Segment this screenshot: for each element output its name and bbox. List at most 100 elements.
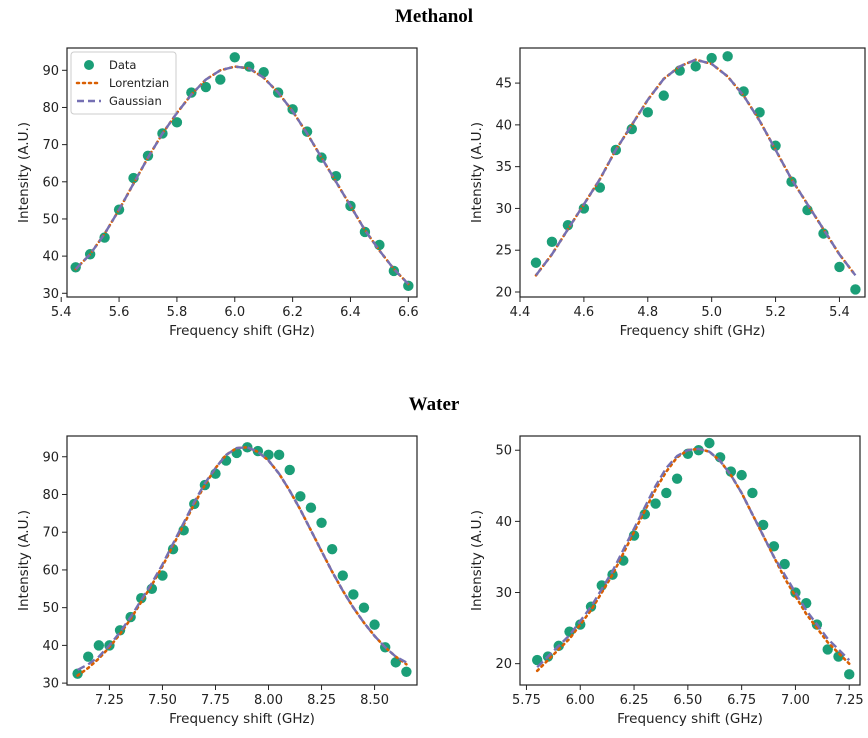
data-point <box>401 666 412 677</box>
data-point <box>642 107 653 118</box>
data-point <box>530 257 542 268</box>
legend-label-gaussian: Gaussian <box>109 94 162 108</box>
x-tick-label: 6.25 <box>620 693 649 708</box>
x-tick-label: 7.25 <box>835 693 864 708</box>
x-tick-label: 8.50 <box>360 693 389 708</box>
y-axis-label: Intensity (A.U.) <box>469 122 485 223</box>
y-tick-label: 30 <box>42 677 59 692</box>
y-tick-label: 80 <box>42 488 59 503</box>
plot-frame <box>66 435 418 686</box>
y-tick-label: 40 <box>42 639 59 654</box>
plot-frame <box>519 47 866 298</box>
y-tick-label: 60 <box>42 175 59 190</box>
data-point <box>305 502 317 513</box>
x-tick-label: 5.75 <box>512 693 541 708</box>
legend-box <box>70 51 177 115</box>
y-axis-label: Intensity (A.U.) <box>16 510 32 611</box>
x-tick-label: 7.75 <box>201 693 230 708</box>
y-tick-label: 50 <box>42 601 59 616</box>
data-point <box>229 52 240 63</box>
data-point <box>546 236 558 248</box>
x-tick-label: 6.0 <box>224 305 245 320</box>
x-tick-label: 6.50 <box>673 693 702 708</box>
data-point <box>337 570 348 581</box>
x-axis-label: Frequency shift (GHz) <box>620 323 766 339</box>
data-point <box>369 619 380 630</box>
y-tick-label: 40 <box>495 515 512 530</box>
data-point <box>348 589 359 600</box>
data-point <box>215 74 226 85</box>
x-tick-label: 6.6 <box>398 305 419 320</box>
y-tick-label: 30 <box>495 202 512 217</box>
y-tick-label: 45 <box>495 77 512 92</box>
x-tick-label: 4.8 <box>637 305 658 320</box>
data-point <box>693 445 704 456</box>
data-point <box>650 498 661 509</box>
data-point <box>690 61 701 72</box>
plot-frame <box>66 47 418 298</box>
x-tick-label: 7.25 <box>95 693 124 708</box>
gaussian-fit-line <box>535 58 857 277</box>
y-axis-label: Intensity (A.U.) <box>469 510 485 611</box>
data-point <box>316 517 327 528</box>
y-tick-label: 25 <box>495 244 512 259</box>
y-tick-label: 30 <box>495 586 512 601</box>
data-point <box>754 107 765 118</box>
data-point <box>93 640 105 651</box>
x-axis-label: Frequency shift (GHz) <box>617 711 763 727</box>
x-tick-label: 8.00 <box>254 693 283 708</box>
data-point <box>242 442 253 453</box>
y-tick-label: 90 <box>42 64 59 79</box>
data-point <box>273 449 285 461</box>
data-point <box>671 473 683 484</box>
x-tick-label: 5.4 <box>829 305 850 320</box>
x-tick-label: 5.4 <box>51 305 72 320</box>
gaussian-fit-line <box>77 446 407 671</box>
y-tick-label: 30 <box>42 287 59 302</box>
data-point <box>326 543 338 555</box>
data-point <box>618 555 629 566</box>
legend-label-data: Data <box>109 58 136 72</box>
y-tick-label: 20 <box>495 285 512 300</box>
x-tick-label: 7.00 <box>781 693 810 708</box>
legend: Data Lorentzian Gaussian <box>70 51 177 115</box>
data-point <box>818 228 829 239</box>
data-point <box>578 203 590 214</box>
data-point <box>99 232 110 243</box>
methanol-group-title: Methanol <box>394 6 474 27</box>
data-point <box>532 654 543 666</box>
x-tick-label: 5.8 <box>167 305 188 320</box>
x-tick-label: 8.25 <box>307 693 336 708</box>
x-tick-label: 6.4 <box>340 305 361 320</box>
y-tick-label: 60 <box>42 563 59 578</box>
legend-label-lorentzian: Lorentzian <box>109 76 169 90</box>
y-axis-label: Intensity (A.U.) <box>16 122 32 223</box>
plot-frame <box>519 435 861 686</box>
data-point <box>779 558 790 570</box>
data-point <box>295 491 306 502</box>
x-tick-label: 4.6 <box>574 305 595 320</box>
legend-marker-data <box>84 60 94 70</box>
x-tick-label: 6.00 <box>566 693 595 708</box>
y-tick-label: 20 <box>495 657 512 672</box>
data-point <box>388 265 400 277</box>
data-point <box>72 668 83 679</box>
lorentzian-fit-line <box>535 447 851 673</box>
data-point <box>844 669 855 680</box>
gaussian-fit-line <box>536 447 851 669</box>
data-point <box>747 487 758 499</box>
y-tick-label: 40 <box>495 118 512 133</box>
data-point <box>358 602 370 613</box>
data-point <box>186 87 197 98</box>
data-point <box>626 123 638 135</box>
water-group-title: Water <box>408 394 460 415</box>
x-tick-label: 7.50 <box>148 693 177 708</box>
data-point <box>390 657 401 668</box>
data-point <box>725 466 737 477</box>
y-tick-label: 70 <box>42 138 59 153</box>
data-point <box>706 52 717 64</box>
y-tick-label: 90 <box>42 450 59 465</box>
